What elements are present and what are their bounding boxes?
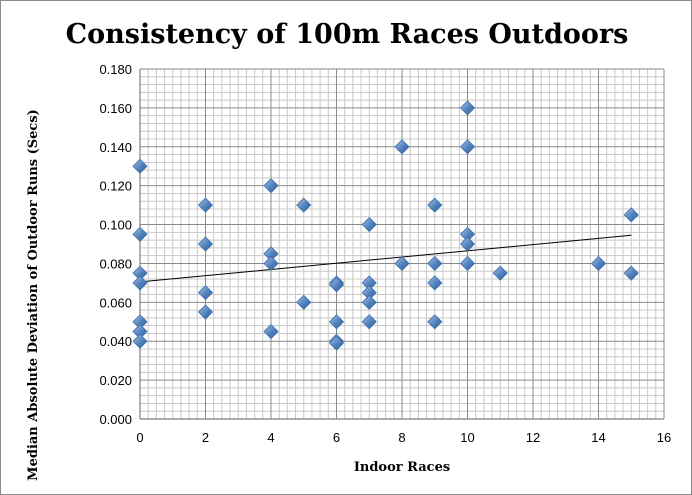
data-point — [197, 304, 214, 320]
y-tick-label: 0.140 — [99, 140, 132, 155]
data-point — [492, 265, 508, 281]
data-point — [427, 314, 443, 330]
data-point — [459, 236, 476, 252]
data-point — [263, 255, 279, 272]
data-point — [459, 100, 476, 116]
chart-title: Consistency of 100m Races Outdoors — [66, 19, 629, 50]
data-point — [394, 255, 410, 272]
data-point — [590, 255, 607, 272]
x-tick-label: 16 — [657, 430, 671, 445]
y-tick-label: 0.060 — [99, 295, 132, 310]
x-axis-label: Indoor Races — [354, 460, 450, 475]
y-tick-label: 0.000 — [99, 412, 132, 427]
data-point — [623, 265, 639, 281]
data-point — [328, 314, 345, 330]
x-tick-label: 12 — [526, 430, 540, 445]
axes — [139, 69, 664, 420]
x-tick-label: 14 — [591, 430, 605, 445]
y-tick-label: 0.180 — [99, 62, 132, 77]
x-tick-label: 4 — [267, 430, 274, 445]
y-tick-label: 0.080 — [99, 256, 132, 271]
data-point — [197, 236, 214, 252]
data-point — [328, 277, 345, 293]
data-point — [197, 197, 214, 213]
data-point — [427, 197, 443, 213]
trendline — [139, 234, 632, 283]
y-tick-label: 0.040 — [99, 334, 132, 349]
data-point — [263, 178, 279, 194]
y-tick-label: 0.120 — [99, 179, 132, 194]
data-point — [361, 294, 377, 310]
y-tick-label: 0.160 — [99, 101, 132, 116]
x-tick-label: 10 — [460, 430, 474, 445]
data-point — [394, 139, 410, 155]
data-point — [328, 335, 345, 351]
trendline-layer — [139, 234, 632, 283]
x-tick-label: 6 — [333, 430, 340, 445]
data-point — [132, 333, 148, 349]
data-point — [361, 314, 377, 330]
data-point — [459, 255, 476, 272]
y-axis-label: Median Absolute Deviation of Outdoor Run… — [26, 109, 41, 481]
data-point — [623, 207, 639, 223]
data-point — [197, 285, 214, 301]
data-point — [427, 275, 443, 291]
x-tick-label: 0 — [136, 430, 143, 445]
data-point — [263, 323, 279, 340]
data-point — [132, 158, 148, 174]
data-point — [296, 294, 312, 310]
data-point — [132, 275, 148, 291]
data-point — [459, 139, 476, 155]
points-layer — [132, 100, 639, 351]
y-tick-labels: 0.000 0.020 0.040 0.060 0.080 0.100 0.120 0.140… — [99, 62, 132, 427]
y-tick-label: 0.020 — [99, 373, 132, 388]
x-tick-label: 8 — [398, 430, 405, 445]
x-tick-labels: 0 2 4 6 8 10 12 14 16 — [136, 430, 671, 445]
data-point — [296, 197, 312, 213]
major-grid — [139, 68, 665, 420]
x-tick-label: 2 — [202, 430, 209, 445]
y-tick-label: 0.100 — [99, 218, 132, 233]
data-point — [427, 255, 443, 272]
data-point — [361, 216, 377, 233]
data-point — [132, 226, 148, 242]
